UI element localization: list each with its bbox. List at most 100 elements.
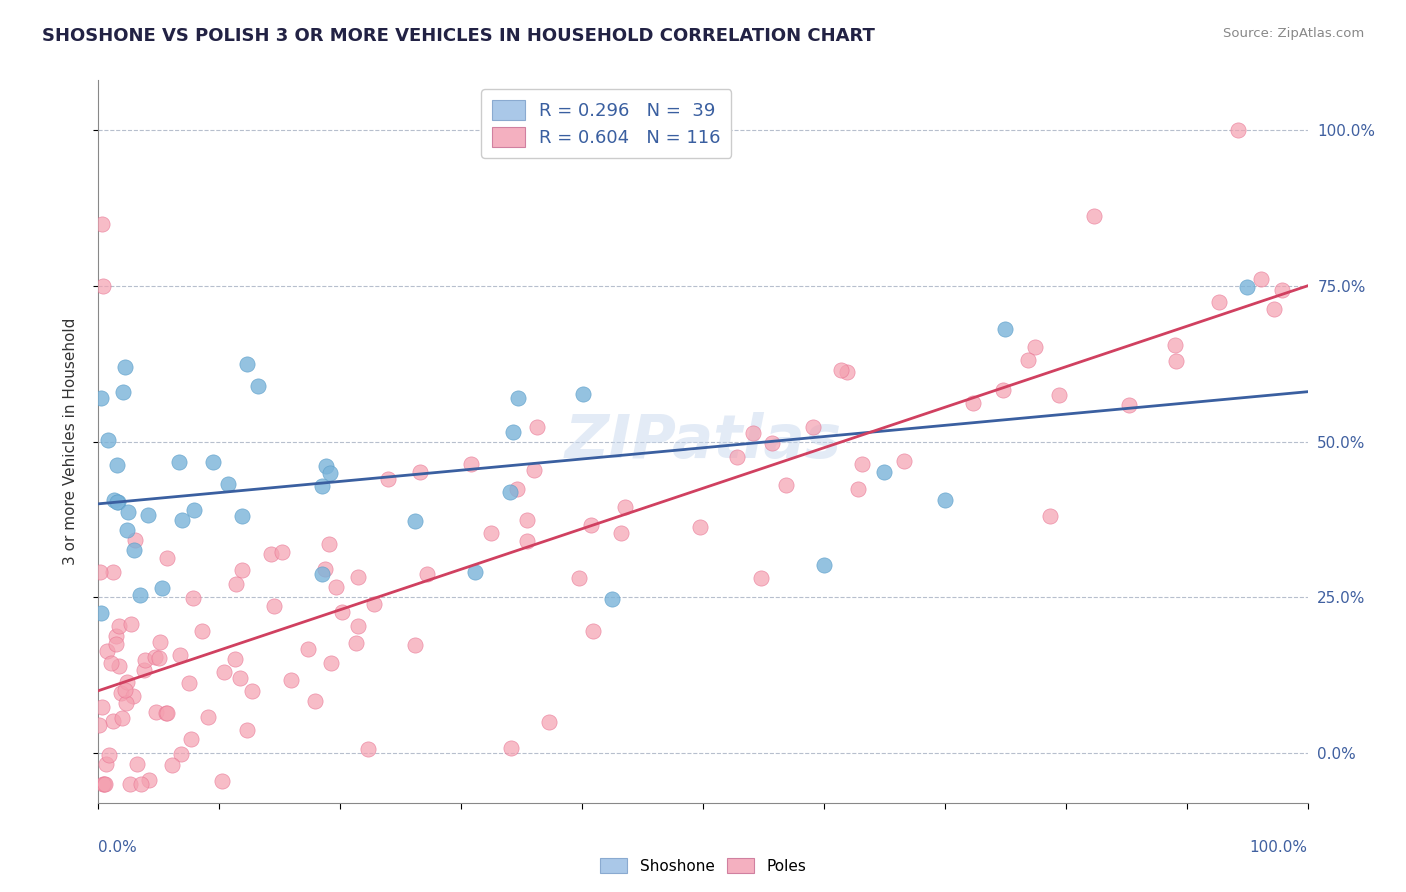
- Point: [201, 455, 224, 469]
- Point: [271, 545, 294, 559]
- Point: [225, 577, 247, 591]
- Text: SHOSHONE VS POLISH 3 OR MORE VEHICLES IN HOUSEHOLD CORRELATION CHART: SHOSHONE VS POLISH 3 OR MORE VEHICLES IN…: [42, 27, 875, 45]
- Point: [749, 571, 772, 585]
- Point: [105, 458, 128, 472]
- Point: [851, 458, 873, 472]
- Point: [304, 694, 326, 708]
- Point: [311, 566, 333, 581]
- Point: [347, 569, 370, 583]
- Point: [236, 723, 259, 738]
- Y-axis label: 3 or more Vehicles in Household: 3 or more Vehicles in Household: [63, 318, 77, 566]
- Point: [280, 673, 302, 687]
- Point: [117, 675, 139, 690]
- Point: [108, 619, 131, 633]
- Point: [229, 671, 252, 685]
- Point: [105, 629, 128, 643]
- Point: [167, 455, 190, 469]
- Point: [502, 425, 524, 439]
- Point: [87, 718, 110, 732]
- Text: 100.0%: 100.0%: [1250, 840, 1308, 855]
- Point: [93, 777, 115, 791]
- Point: [180, 731, 202, 746]
- Point: [115, 523, 138, 537]
- Point: [1250, 272, 1272, 286]
- Point: [115, 696, 138, 710]
- Point: [742, 425, 765, 440]
- Point: [240, 683, 263, 698]
- Point: [775, 478, 797, 492]
- Point: [1024, 340, 1046, 354]
- Point: [330, 605, 353, 619]
- Point: [1164, 354, 1187, 368]
- Point: [183, 503, 205, 517]
- Point: [526, 419, 548, 434]
- Point: [156, 706, 179, 720]
- Point: [315, 458, 337, 473]
- Point: [1236, 280, 1258, 294]
- Point: [516, 513, 538, 527]
- Point: [94, 756, 117, 771]
- Point: [91, 278, 114, 293]
- Point: [131, 777, 153, 791]
- Point: [479, 525, 502, 540]
- Text: ZIPatlas: ZIPatlas: [564, 412, 842, 471]
- Point: [138, 773, 160, 788]
- Point: [813, 558, 835, 573]
- Point: [321, 657, 343, 671]
- Point: [134, 652, 156, 666]
- Point: [873, 465, 896, 479]
- Point: [404, 638, 426, 652]
- Point: [100, 656, 122, 670]
- Point: [90, 391, 112, 405]
- Point: [97, 747, 120, 762]
- Point: [224, 652, 246, 666]
- Point: [581, 518, 603, 533]
- Point: [610, 526, 633, 541]
- Point: [994, 321, 1017, 335]
- Point: [110, 686, 132, 700]
- Point: [112, 384, 135, 399]
- Point: [121, 689, 143, 703]
- Point: [211, 774, 233, 789]
- Legend: Shoshone, Poles: Shoshone, Poles: [593, 852, 813, 880]
- Point: [118, 777, 141, 791]
- Point: [801, 419, 824, 434]
- Point: [1047, 388, 1070, 402]
- Point: [318, 537, 340, 551]
- Point: [105, 495, 128, 509]
- Point: [263, 599, 285, 613]
- Point: [128, 588, 150, 602]
- Point: [523, 463, 546, 477]
- Point: [122, 542, 145, 557]
- Point: [1083, 210, 1105, 224]
- Point: [602, 591, 624, 606]
- Legend: R = 0.296   N =  39, R = 0.604   N = 116: R = 0.296 N = 39, R = 0.604 N = 116: [481, 89, 731, 158]
- Point: [170, 513, 193, 527]
- Point: [568, 571, 591, 585]
- Point: [962, 396, 984, 410]
- Point: [835, 365, 858, 379]
- Point: [143, 650, 166, 665]
- Point: [247, 379, 270, 393]
- Point: [148, 650, 170, 665]
- Point: [231, 563, 253, 577]
- Point: [404, 514, 426, 528]
- Point: [460, 458, 482, 472]
- Point: [508, 391, 530, 405]
- Point: [190, 624, 212, 639]
- Point: [1271, 283, 1294, 297]
- Point: [170, 747, 193, 762]
- Point: [516, 533, 538, 548]
- Point: [155, 706, 177, 720]
- Point: [582, 624, 605, 638]
- Text: 0.0%: 0.0%: [98, 840, 138, 855]
- Point: [363, 597, 385, 611]
- Point: [212, 665, 235, 679]
- Point: [416, 566, 439, 581]
- Point: [97, 433, 120, 447]
- Point: [114, 683, 136, 698]
- Point: [91, 217, 114, 231]
- Point: [114, 359, 136, 374]
- Point: [101, 714, 124, 728]
- Point: [104, 637, 127, 651]
